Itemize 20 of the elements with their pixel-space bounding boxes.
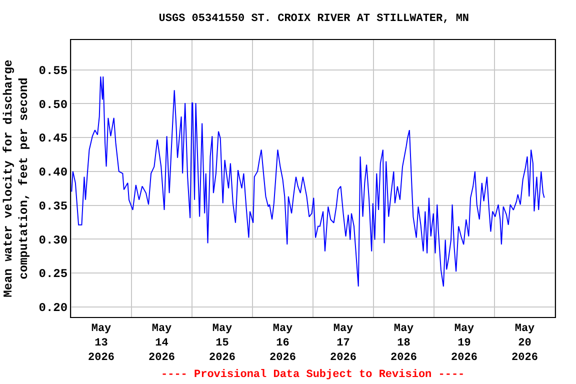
x-tick-label: May 18 2026 bbox=[390, 323, 417, 364]
y-tick-label: 0.45 bbox=[38, 132, 68, 146]
x-tick-label: May 20 2026 bbox=[512, 323, 538, 364]
x-tick-label: May 13 2026 bbox=[88, 323, 114, 364]
y-tick-label: 0.25 bbox=[38, 267, 68, 282]
x-tick-label: May 16 2026 bbox=[270, 323, 296, 364]
y-tick-label: 0.55 bbox=[38, 64, 68, 78]
y-tick-label: 0.40 bbox=[38, 166, 68, 180]
y-tick-label: 0.50 bbox=[38, 98, 68, 112]
y-tick-label: 0.35 bbox=[38, 199, 68, 214]
y-axis-title: Mean water velocity for discharge computation, feet per second bbox=[1, 60, 32, 298]
x-tick-label: May 15 2026 bbox=[209, 323, 236, 364]
chart-title: USGS 05341550 ST. CROIX RIVER AT STILLWATER, MN bbox=[158, 13, 470, 26]
y-tick-label: 0.30 bbox=[38, 233, 68, 248]
line-series bbox=[71, 76, 545, 288]
x-tick-label: May 17 2026 bbox=[330, 323, 356, 364]
y-tick-label: 0.20 bbox=[38, 301, 68, 316]
text: ---- Provisional Data Subject to Revision ---- bbox=[161, 369, 465, 381]
x-tick-label: May 14 2026 bbox=[148, 323, 175, 364]
x-tick-label: May 19 2026 bbox=[451, 323, 478, 364]
